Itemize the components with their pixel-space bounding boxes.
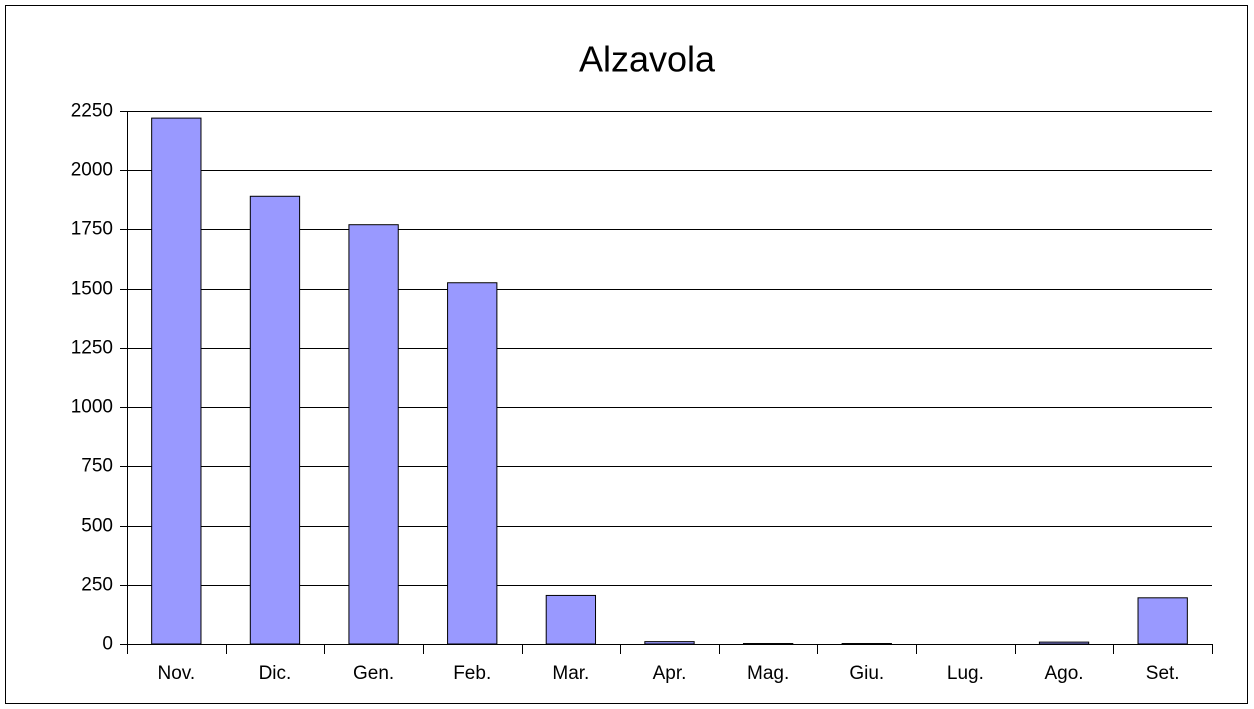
x-tick-label: Mag. — [747, 663, 789, 684]
bar — [151, 117, 202, 645]
y-tick-label: 2250 — [71, 101, 113, 122]
bar — [1038, 641, 1090, 645]
bar — [447, 282, 498, 645]
y-tick-label: 1750 — [71, 219, 113, 240]
x-tick-label: Giu. — [849, 663, 884, 684]
chart-frame — [5, 5, 1248, 704]
y-tick-label: 2000 — [71, 160, 113, 181]
x-tick-label: Gen. — [353, 663, 394, 684]
x-tick-label: Apr. — [653, 663, 687, 684]
y-tick-label: 500 — [81, 516, 113, 537]
x-tick-label: Mar. — [552, 663, 589, 684]
y-tick-label: 1250 — [71, 338, 113, 359]
y-tick-label: 1000 — [71, 397, 113, 418]
x-tick-label: Nov. — [157, 663, 195, 684]
y-tick-label: 0 — [102, 634, 113, 655]
bar — [348, 224, 399, 645]
x-tick-label: Feb. — [453, 663, 491, 684]
x-tick-label: Dic. — [259, 663, 292, 684]
x-tick-label: Set. — [1146, 663, 1180, 684]
chart-title: Alzavola — [579, 39, 716, 80]
bar — [644, 641, 695, 645]
x-tick-label: Ago. — [1044, 663, 1083, 684]
y-tick-label: 1500 — [71, 279, 113, 300]
y-tick-label: 750 — [81, 456, 113, 477]
x-tick-label: Lug. — [947, 663, 984, 684]
bar — [249, 195, 301, 645]
bar — [1137, 597, 1188, 645]
bar — [545, 594, 597, 645]
y-tick-label: 250 — [81, 575, 113, 596]
